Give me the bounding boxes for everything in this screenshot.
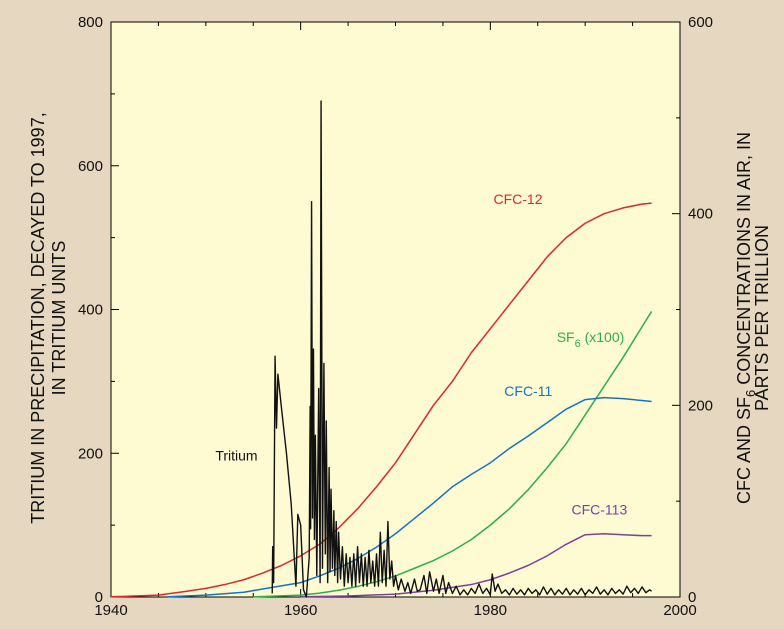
series-line-cfc-113 bbox=[300, 533, 652, 598]
series-line-tritium bbox=[271, 100, 652, 598]
y-right-axis-title: CFC AND SF6 CONCENTRATIONS IN AIR, INPAR… bbox=[734, 132, 772, 504]
y-right-tick-label: 0 bbox=[688, 589, 696, 606]
y-left-axis-title-line1: TRITIUM IN PRECIPITATION, DECAYED TO 199… bbox=[28, 112, 48, 523]
y-right-axis-title-part2: CONCENTRATIONS IN AIR, IN bbox=[734, 132, 754, 390]
labels-layer: CFC-12 SF6 (x100) CFC-11 CFC-113 Tritium bbox=[215, 191, 628, 518]
y-right-axis-title-part1: CFC AND SF bbox=[734, 397, 754, 504]
x-tick-label: 1940 bbox=[94, 602, 127, 619]
axes-layer: 1940 1960 1980 200002004006008000200400600T… bbox=[28, 14, 772, 619]
y-left-axis-title: TRITIUM IN PRECIPITATION, DECAYED TO 199… bbox=[28, 112, 69, 523]
y-right-axis-title-sub: 6 bbox=[743, 390, 758, 397]
y-right-tick-label: 600 bbox=[688, 14, 713, 31]
y-left-tick-label: 600 bbox=[78, 158, 103, 175]
series-line-sf bbox=[253, 311, 653, 598]
y-right-tick-label: 200 bbox=[688, 397, 713, 414]
y-left-tick-label: 0 bbox=[95, 589, 103, 606]
plot-area bbox=[110, 21, 681, 598]
y-right-axis-title-line2: PARTS PER TRILLION bbox=[752, 225, 772, 411]
y-right-tick-label: 400 bbox=[688, 206, 713, 223]
x-tick-label: 1980 bbox=[474, 602, 507, 619]
series-label-suffix: (x100) bbox=[581, 329, 625, 345]
x-tick-label: 1960 bbox=[284, 602, 317, 619]
series-label-cfc-12: CFC-12 bbox=[493, 191, 542, 207]
y-left-axis-title-line2: IN TRITIUM UNITS bbox=[49, 241, 69, 396]
x-tick-label: 2000 bbox=[663, 602, 696, 619]
series-label-sf: SF6 (x100) bbox=[557, 329, 625, 350]
series-label-main: SF bbox=[557, 329, 575, 345]
y-left-tick-label: 200 bbox=[78, 445, 103, 462]
series-label-cfc-11: CFC-11 bbox=[504, 383, 552, 399]
series-label-sub: 6 bbox=[575, 338, 581, 350]
series-label-tritium: Tritium bbox=[215, 447, 257, 463]
y-left-tick-label: 800 bbox=[78, 14, 103, 31]
y-left-tick-label: 400 bbox=[78, 302, 103, 319]
series-layer bbox=[110, 100, 653, 598]
series-line-cfc-12 bbox=[110, 202, 652, 598]
series-label-cfc-113: CFC-113 bbox=[572, 502, 628, 518]
